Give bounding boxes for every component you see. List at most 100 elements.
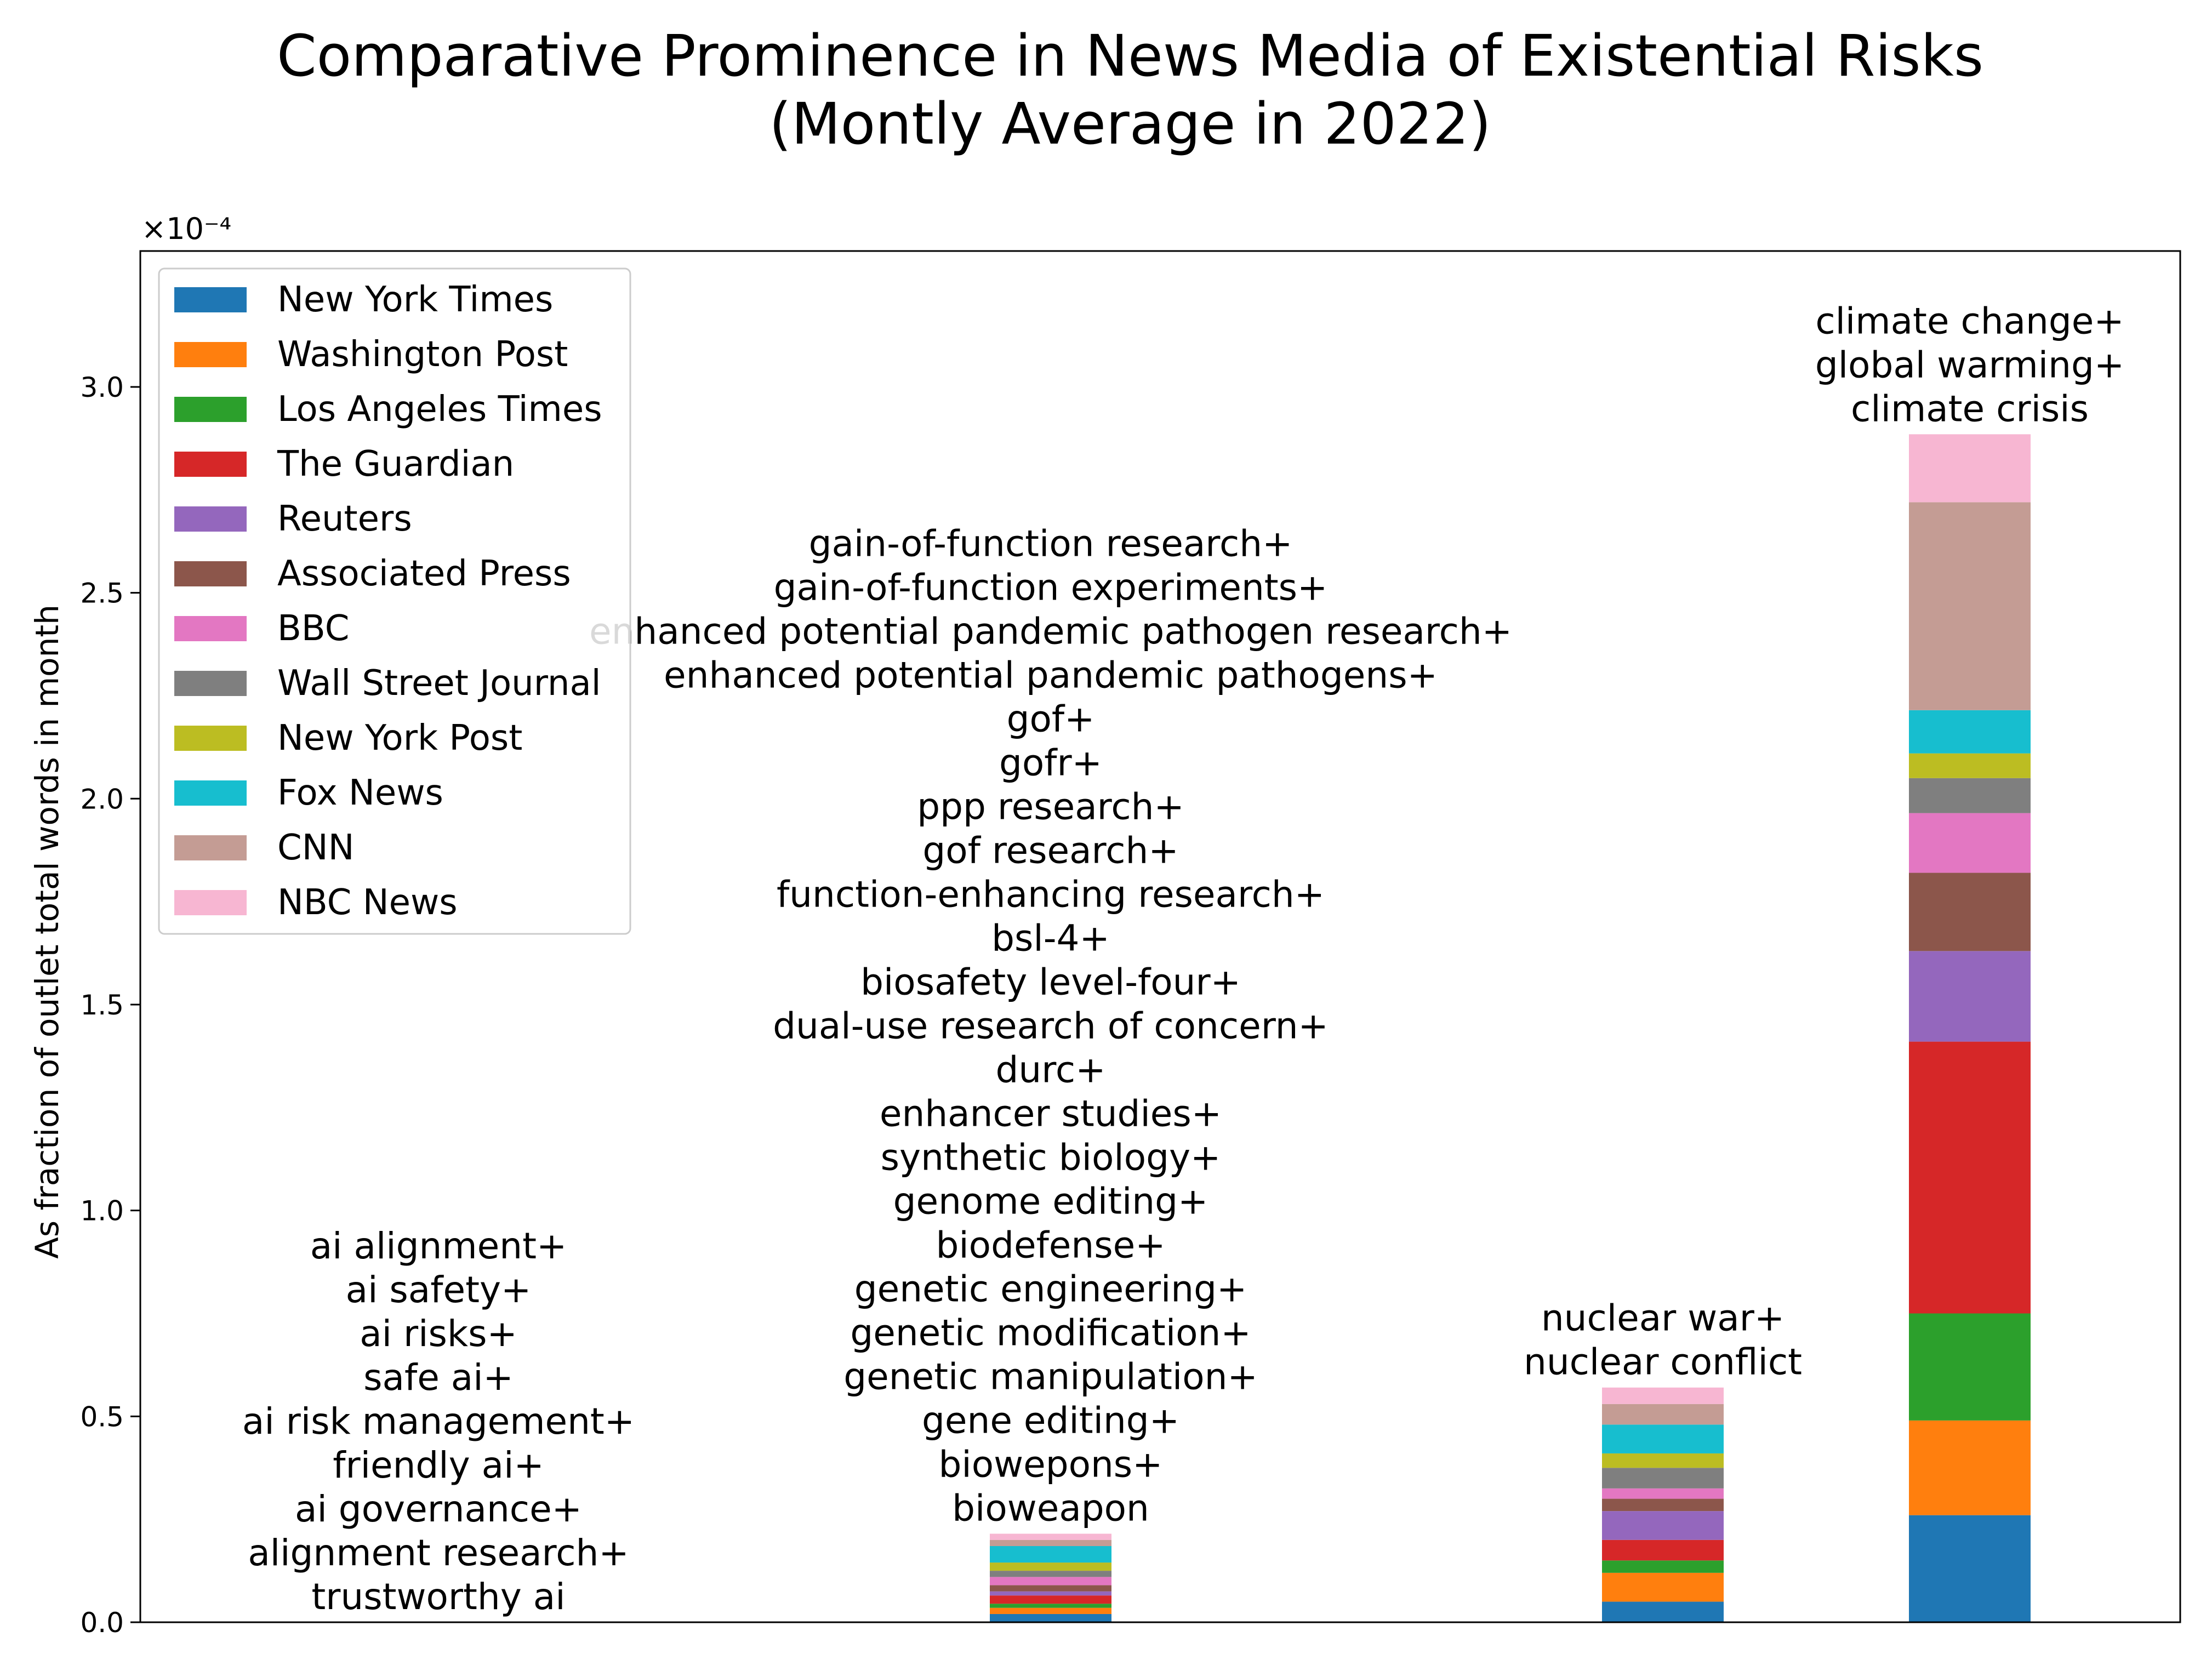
- y-tick-label: 1.0: [80, 1195, 124, 1227]
- bar-segment: [1602, 1468, 1724, 1489]
- bar-segment: [1909, 1041, 2031, 1314]
- legend-swatch: [174, 561, 247, 586]
- bar-segment: [1602, 1488, 1724, 1499]
- legend-swatch: [174, 506, 247, 532]
- category-label-line: nuclear war+: [1541, 1297, 1785, 1339]
- legend-swatch: [174, 726, 247, 751]
- legend-swatch: [174, 342, 247, 367]
- category-label-line: genetic modification+: [850, 1312, 1251, 1354]
- legend-entry: Wall Street Journal: [277, 663, 601, 704]
- category-label-line: ai alignment+: [310, 1225, 567, 1267]
- y-tick-label: 3.0: [80, 372, 124, 403]
- bar-segment: [990, 1595, 1111, 1604]
- bar-segment: [1909, 778, 2031, 813]
- legend-entry: BBC: [277, 608, 349, 649]
- category-label-line: enhanced potential pandemic pathogens+: [664, 654, 1438, 696]
- y-tick-label: 1.5: [80, 989, 124, 1021]
- legend-swatch: [174, 287, 247, 312]
- category-label-line: ai governance+: [295, 1488, 582, 1530]
- legend-swatch: [174, 890, 247, 915]
- bar-annotations: ai alignment+ai safety+ai risks+safe ai+…: [242, 300, 2124, 1618]
- bar-segment: [990, 1577, 1111, 1586]
- bar-segment: [990, 1571, 1111, 1577]
- bar-segment: [990, 1533, 1111, 1540]
- bar-segment: [1909, 710, 2031, 754]
- bar-segment: [990, 1539, 1111, 1546]
- bar-segment: [990, 1607, 1111, 1614]
- bar-segment: [1909, 813, 2031, 873]
- bar-segment: [1909, 1515, 2031, 1622]
- category-label-line: gof+: [1007, 698, 1095, 740]
- bar-segment: [1602, 1387, 1724, 1404]
- legend-entry: Los Angeles Times: [277, 389, 602, 430]
- category-label-line: genetic engineering+: [854, 1268, 1247, 1310]
- category-label-line: ai safety+: [346, 1269, 532, 1311]
- bars: [990, 434, 2031, 1622]
- legend: New York Times Washington Post Los Angeles…: [158, 267, 631, 935]
- plot-frame: [139, 250, 2181, 1623]
- category-label-line: function-enhancing research+: [777, 873, 1325, 915]
- y-tick-label: 2.5: [80, 578, 124, 609]
- legend-entry: Fox News: [277, 773, 443, 813]
- category-label-line: ai risk management+: [242, 1400, 635, 1442]
- bar-segment: [990, 1585, 1111, 1592]
- y-tick-label: 0.0: [80, 1607, 124, 1639]
- category-label-line: synthetic biology+: [881, 1136, 1221, 1178]
- bar-segment: [1602, 1498, 1724, 1512]
- legend-swatch: [174, 835, 247, 860]
- category-label-line: bsl-4+: [991, 917, 1110, 959]
- category-label-line: gain-of-function research+: [809, 522, 1293, 564]
- bar-segment: [990, 1604, 1111, 1608]
- category-label-line: trustworthy ai: [311, 1576, 565, 1618]
- category-label-line: biodefense+: [936, 1224, 1165, 1266]
- category-label-line: safe ai+: [363, 1356, 514, 1399]
- legend-entry: CNN: [277, 828, 354, 868]
- legend-entry: Washington Post: [277, 334, 568, 375]
- category-label-line: ai risks+: [360, 1313, 517, 1355]
- bar-segment: [1602, 1453, 1724, 1468]
- category-label-line: gene editing+: [922, 1399, 1179, 1441]
- category-label-line: nuclear conflict: [1524, 1341, 1802, 1383]
- bar-segment: [1602, 1572, 1724, 1602]
- category-label-line: bioweapon: [952, 1487, 1149, 1529]
- legend-entry: New York Times: [277, 280, 553, 320]
- category-label-line: dual-use research of concern+: [773, 1005, 1329, 1047]
- legend-swatch: [174, 397, 247, 422]
- legend-swatch: [174, 780, 247, 806]
- chart-title-line-1: Comparative Prominence in News Media of …: [277, 22, 1983, 89]
- y-tick-label: 2.0: [80, 783, 124, 815]
- category-label-line: friendly ai+: [333, 1444, 544, 1486]
- bar-segment: [990, 1613, 1111, 1622]
- legend-entry: NBC News: [277, 882, 458, 923]
- bar-segment: [990, 1546, 1111, 1563]
- bar-segment: [1602, 1560, 1724, 1573]
- chart-title-line-2: (Montly Average in 2022): [769, 90, 1491, 157]
- legend-entry: The Guardian: [277, 444, 514, 484]
- category-label-line: climate crisis: [1851, 387, 2089, 430]
- bar-segment: [1909, 502, 2031, 710]
- category-label-line: gofr+: [999, 742, 1102, 784]
- y-tick-label: 0.5: [80, 1401, 124, 1433]
- category-label-line: enhanced potential pandemic pathogen res…: [589, 610, 1512, 652]
- bar-segment: [990, 1563, 1111, 1571]
- category-label-line: climate change+: [1815, 300, 2124, 342]
- legend-frame: [158, 267, 631, 935]
- legend-entry: Reuters: [277, 499, 412, 539]
- bar-segment: [1602, 1511, 1724, 1540]
- bar-segment: [1909, 1313, 2031, 1421]
- y-axis-multiplier: ×10⁻⁴: [141, 212, 231, 246]
- category-label-line: genome editing+: [893, 1180, 1208, 1222]
- category-label-line: enhancer studies+: [880, 1092, 1222, 1134]
- category-label-line: gof research+: [922, 829, 1178, 871]
- legend-swatch: [174, 616, 247, 641]
- bar-segment: [1909, 434, 2031, 503]
- legend-entry: New York Post: [277, 718, 522, 759]
- bar-segment: [1602, 1539, 1724, 1561]
- bar-segment: [1602, 1404, 1724, 1425]
- category-label-line: gain-of-function experiments+: [774, 566, 1328, 608]
- y-axis: 0.0 0.5 1.0 1.5 2.0 2.5 3.0: [80, 372, 140, 1639]
- category-label-line: genetic manipulation+: [843, 1355, 1258, 1398]
- y-axis-label: As fraction of outlet total words in mon…: [28, 605, 66, 1259]
- bar-segment: [990, 1591, 1111, 1596]
